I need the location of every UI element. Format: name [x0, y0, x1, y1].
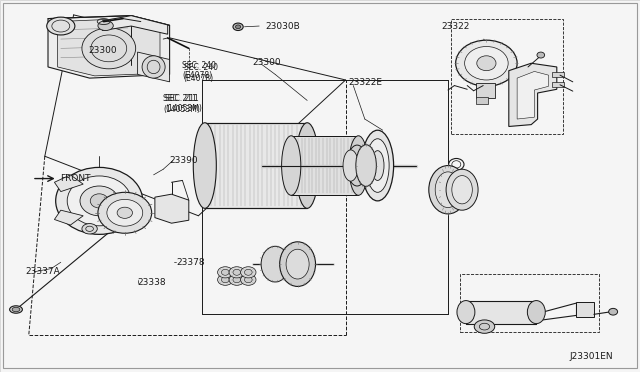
Ellipse shape — [236, 25, 241, 29]
Ellipse shape — [296, 140, 319, 192]
Polygon shape — [54, 175, 83, 192]
Ellipse shape — [82, 28, 136, 69]
Ellipse shape — [244, 277, 252, 283]
Text: SEC. 240
(E4078): SEC. 240 (E4078) — [182, 61, 216, 80]
Text: 23030B: 23030B — [266, 22, 300, 31]
Ellipse shape — [296, 123, 319, 208]
Ellipse shape — [82, 224, 97, 234]
Bar — [552, 82, 564, 87]
Ellipse shape — [107, 199, 143, 226]
Ellipse shape — [362, 130, 394, 201]
Ellipse shape — [356, 145, 376, 186]
Polygon shape — [138, 52, 170, 82]
Bar — [460, 274, 599, 332]
Ellipse shape — [218, 267, 233, 278]
Ellipse shape — [218, 274, 233, 285]
Ellipse shape — [241, 274, 256, 285]
Ellipse shape — [98, 192, 152, 233]
Polygon shape — [102, 16, 168, 34]
Text: 23300: 23300 — [253, 58, 282, 67]
Text: SEC. 211
(14053M): SEC. 211 (14053M) — [165, 94, 202, 113]
Ellipse shape — [67, 176, 131, 226]
Bar — [451, 19, 563, 134]
Polygon shape — [155, 194, 189, 223]
Bar — [476, 83, 495, 98]
Ellipse shape — [366, 139, 389, 192]
Text: 23390: 23390 — [170, 156, 198, 165]
Ellipse shape — [80, 186, 118, 216]
Text: 23337A: 23337A — [26, 267, 60, 276]
Bar — [291, 136, 358, 195]
Text: 23322: 23322 — [442, 22, 470, 31]
Ellipse shape — [343, 150, 358, 181]
Ellipse shape — [446, 169, 478, 210]
Polygon shape — [54, 210, 83, 225]
Polygon shape — [509, 63, 557, 126]
Ellipse shape — [347, 145, 367, 186]
Bar — [466, 301, 536, 324]
Ellipse shape — [429, 166, 467, 214]
Ellipse shape — [233, 277, 241, 283]
Text: 23378: 23378 — [176, 258, 205, 267]
Polygon shape — [48, 16, 170, 78]
Polygon shape — [58, 19, 160, 76]
Ellipse shape — [474, 320, 495, 333]
Ellipse shape — [47, 17, 75, 35]
Bar — [552, 72, 564, 77]
Text: 23322E: 23322E — [349, 78, 383, 87]
Ellipse shape — [229, 274, 244, 285]
Polygon shape — [517, 71, 548, 119]
Ellipse shape — [261, 246, 289, 282]
Ellipse shape — [456, 40, 517, 86]
Ellipse shape — [382, 154, 392, 177]
Ellipse shape — [12, 307, 20, 312]
Ellipse shape — [537, 52, 545, 58]
Ellipse shape — [221, 277, 229, 283]
Ellipse shape — [609, 308, 618, 315]
Ellipse shape — [193, 123, 216, 208]
Ellipse shape — [477, 56, 496, 71]
Text: SEC. 211
(14053M): SEC. 211 (14053M) — [163, 94, 200, 114]
Ellipse shape — [435, 172, 461, 208]
Ellipse shape — [233, 269, 241, 275]
Text: J23301EN: J23301EN — [570, 352, 613, 361]
Text: SEC. 240
(E4078): SEC. 240 (E4078) — [184, 63, 218, 83]
Ellipse shape — [371, 151, 384, 180]
Ellipse shape — [229, 267, 244, 278]
Ellipse shape — [358, 144, 378, 187]
Ellipse shape — [117, 207, 132, 218]
Ellipse shape — [457, 301, 475, 324]
Ellipse shape — [282, 136, 301, 195]
Ellipse shape — [452, 176, 472, 204]
Text: 23300: 23300 — [88, 46, 117, 55]
Bar — [205, 123, 307, 208]
Ellipse shape — [98, 21, 113, 31]
Ellipse shape — [349, 136, 368, 195]
Ellipse shape — [527, 301, 545, 324]
Ellipse shape — [221, 269, 229, 275]
Bar — [576, 302, 594, 317]
Ellipse shape — [142, 56, 165, 78]
Ellipse shape — [241, 267, 256, 278]
Ellipse shape — [374, 151, 387, 180]
Ellipse shape — [244, 269, 252, 275]
Ellipse shape — [233, 23, 243, 31]
Ellipse shape — [286, 249, 309, 279]
Bar — [476, 97, 488, 104]
Text: 23338: 23338 — [138, 278, 166, 287]
Ellipse shape — [465, 46, 508, 80]
Ellipse shape — [10, 306, 22, 313]
Text: FRONT: FRONT — [60, 174, 91, 183]
Ellipse shape — [280, 242, 316, 286]
Ellipse shape — [90, 194, 108, 208]
Ellipse shape — [56, 167, 143, 234]
